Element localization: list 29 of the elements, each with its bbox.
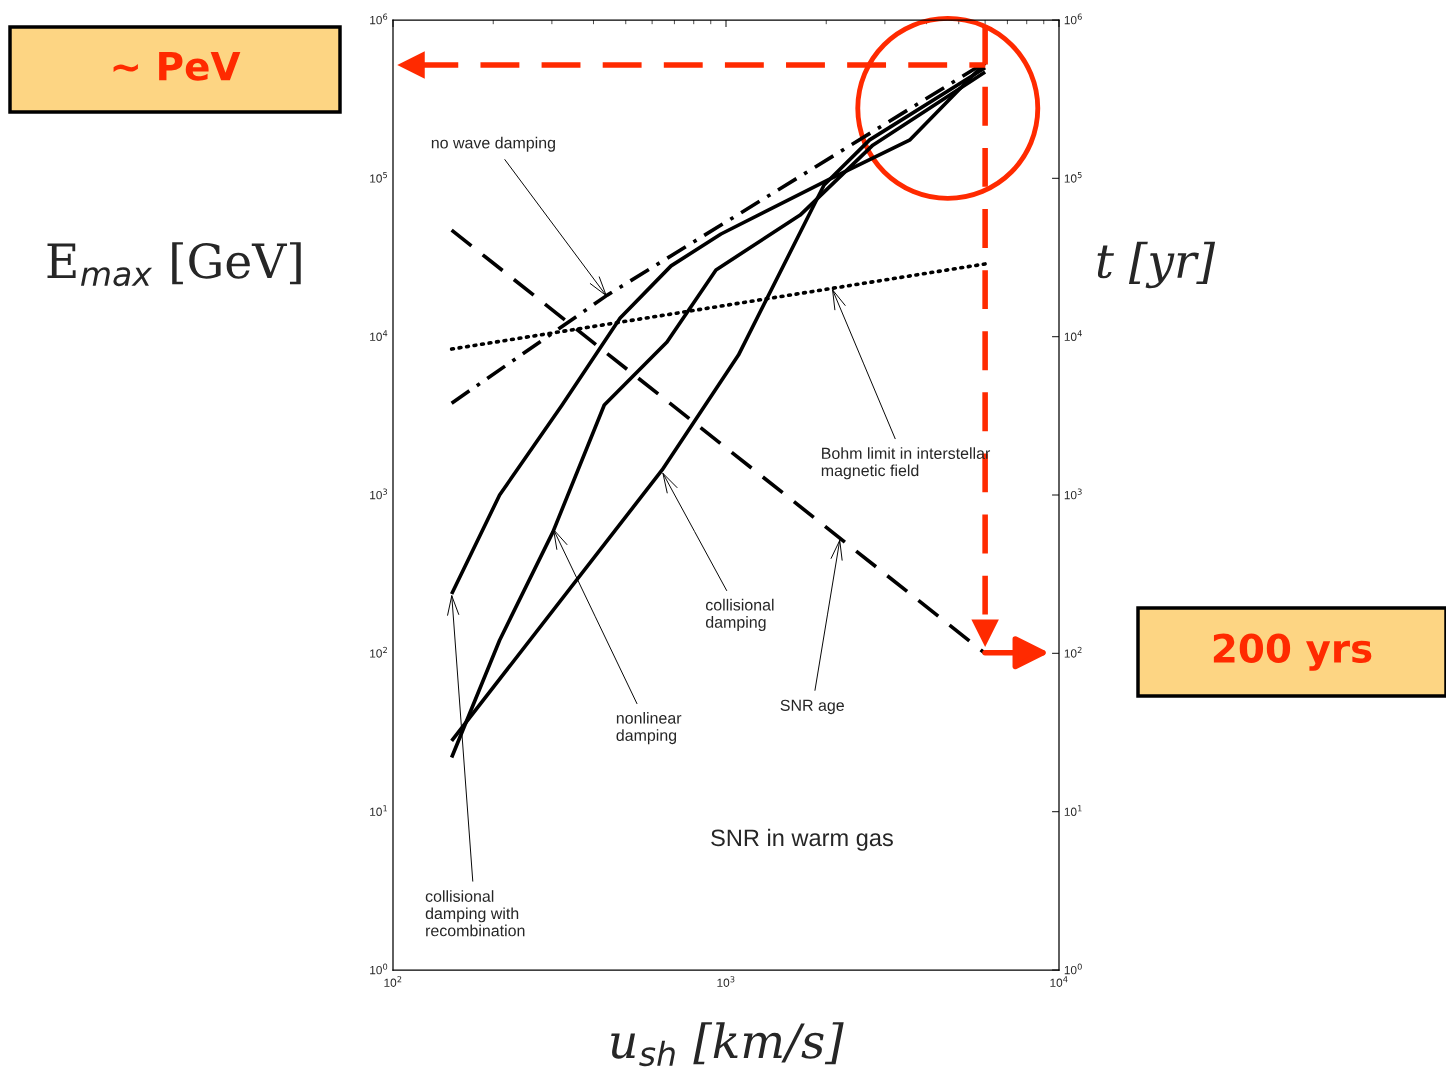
- text: 10$^{6}$: [370, 13, 388, 25]
- y-tick-label: 10$^{6}$: [1064, 13, 1082, 25]
- annotation: Bohm limit in interstellar magnetic field: [821, 447, 991, 480]
- y-tick-label: 10$^{0}$: [1064, 963, 1082, 975]
- text: 10$^{4}$: [370, 330, 388, 341]
- annotation: SNR in warm gas: [711, 828, 893, 851]
- annotation: SNR age: [780, 699, 844, 715]
- x-tick-label: 10$^{2}$: [384, 976, 402, 987]
- ref-line-label: ~ PeV: [113, 51, 241, 81]
- y-axis-title: E$_{max}$ [GeV]: [47, 242, 301, 287]
- annotation: collisional damping with recombination: [425, 890, 525, 937]
- text: 10$^{0}$: [370, 963, 388, 975]
- text: 10$^{1}$: [370, 805, 387, 816]
- annotation: collisional damping: [705, 598, 774, 631]
- text: 10$^{2}$: [370, 646, 387, 658]
- x-axis-title: u$_{sh}$ [km/s]: [611, 1022, 844, 1067]
- y-tick-label: 10$^{5}$: [1064, 171, 1082, 183]
- y-tick-label: 10$^{3}$: [1064, 488, 1082, 500]
- x-tick-label: 10$^{3}$: [717, 976, 735, 987]
- x-tick-label: 10$^{4}$: [1050, 976, 1068, 987]
- y-tick-label: 10$^{2}$: [1064, 646, 1082, 658]
- annotation: nonlinear damping: [616, 712, 682, 745]
- annotation: no wave damping: [431, 136, 555, 152]
- text: 10$^{3}$: [370, 488, 388, 500]
- text: 10$^{5}$: [370, 171, 388, 183]
- y-tick-label: 10$^{4}$: [1064, 330, 1082, 341]
- y-tick-label: 10$^{1}$: [1064, 805, 1082, 816]
- y2-axis-title: t [yr]: [1097, 241, 1216, 289]
- text: 200 yrs: [1213, 633, 1372, 671]
